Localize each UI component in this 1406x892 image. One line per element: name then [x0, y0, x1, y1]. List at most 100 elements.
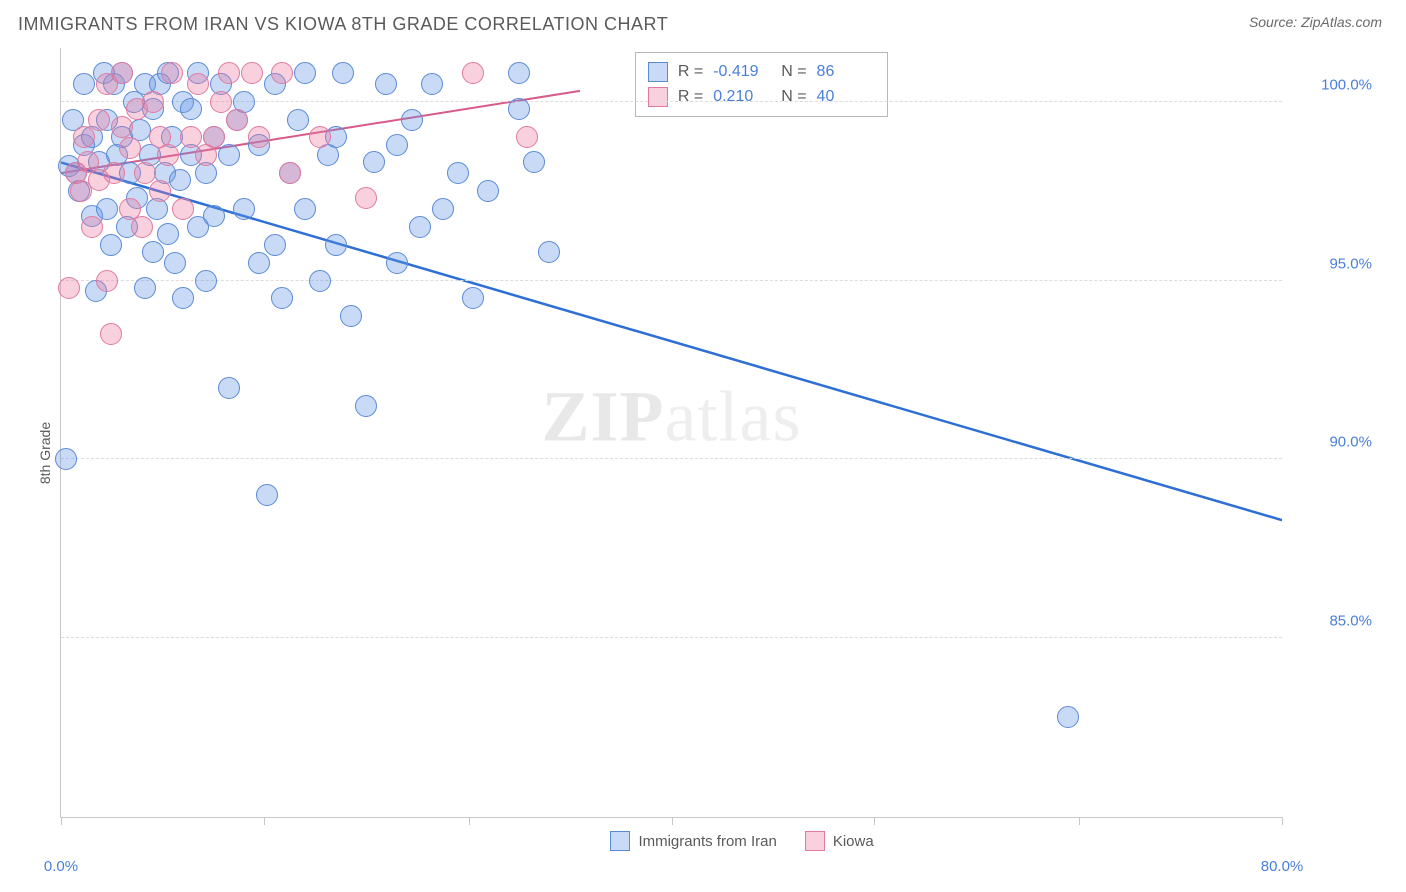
scatter-point — [100, 323, 122, 345]
scatter-point — [226, 109, 248, 131]
scatter-point — [169, 169, 191, 191]
scatter-point — [164, 252, 186, 274]
watermark-rest: atlas — [665, 377, 802, 457]
scatter-point — [462, 287, 484, 309]
scatter-point — [131, 216, 153, 238]
stat-label-r: R = — [678, 84, 703, 110]
scatter-point — [111, 116, 133, 138]
legend-label: Immigrants from Iran — [638, 833, 776, 850]
scatter-point — [248, 126, 270, 148]
scatter-point — [287, 109, 309, 131]
y-tick-label: 95.0% — [1292, 255, 1372, 272]
scatter-point — [363, 151, 385, 173]
scatter-point — [157, 223, 179, 245]
scatter-point — [241, 62, 263, 84]
x-tick — [1079, 817, 1080, 825]
stat-label-n: N = — [781, 59, 806, 85]
scatter-point — [103, 162, 125, 184]
scatter-point — [172, 198, 194, 220]
plot-area: ZIPatlas R =-0.419N =86R =0.210N =40 Imm… — [60, 48, 1282, 818]
scatter-point — [332, 62, 354, 84]
scatter-point — [58, 277, 80, 299]
scatter-point — [73, 126, 95, 148]
watermark: ZIPatlas — [542, 376, 802, 459]
scatter-point — [432, 198, 454, 220]
chart-title: IMMIGRANTS FROM IRAN VS KIOWA 8TH GRADE … — [18, 14, 668, 35]
scatter-point — [477, 180, 499, 202]
scatter-point — [271, 62, 293, 84]
bottom-legend: Immigrants from Iran Kiowa — [610, 831, 873, 851]
stat-value-r: 0.210 — [713, 84, 771, 110]
scatter-point — [309, 270, 331, 292]
legend-stats-row: R = -0.419 N = 86 — [648, 59, 875, 85]
scatter-point — [218, 62, 240, 84]
scatter-point — [100, 234, 122, 256]
scatter-point — [111, 62, 133, 84]
scatter-point — [187, 73, 209, 95]
scatter-point — [218, 144, 240, 166]
stat-label-n: N = — [781, 84, 806, 110]
scatter-point — [233, 198, 255, 220]
x-tick — [1282, 817, 1283, 825]
scatter-point — [386, 134, 408, 156]
gridline — [61, 280, 1282, 281]
scatter-point — [447, 162, 469, 184]
gridline — [61, 458, 1282, 459]
scatter-point — [157, 144, 179, 166]
legend-stats-box: R =-0.419N =86R =0.210N =40 — [635, 52, 888, 117]
scatter-point — [96, 270, 118, 292]
scatter-point — [73, 73, 95, 95]
watermark-bold: ZIP — [542, 377, 665, 457]
scatter-point — [180, 126, 202, 148]
scatter-point — [96, 198, 118, 220]
x-tick — [469, 817, 470, 825]
scatter-point — [271, 287, 293, 309]
scatter-point — [142, 241, 164, 263]
scatter-point — [248, 252, 270, 274]
scatter-point — [195, 270, 217, 292]
scatter-point — [88, 109, 110, 131]
y-tick-label: 85.0% — [1292, 613, 1372, 630]
x-tick-label: 80.0% — [1261, 858, 1304, 875]
scatter-point — [134, 277, 156, 299]
scatter-point — [279, 162, 301, 184]
scatter-point — [256, 484, 278, 506]
scatter-point — [355, 187, 377, 209]
x-tick — [672, 817, 673, 825]
scatter-point — [401, 109, 423, 131]
y-axis-label: 8th Grade — [37, 422, 53, 484]
stat-label-r: R = — [678, 59, 703, 85]
scatter-point — [172, 287, 194, 309]
scatter-point — [538, 241, 560, 263]
scatter-point — [375, 73, 397, 95]
bottom-legend-item: Immigrants from Iran — [610, 831, 776, 851]
chart-header: IMMIGRANTS FROM IRAN VS KIOWA 8TH GRADE … — [0, 0, 1406, 43]
bottom-legend-item: Kiowa — [805, 831, 874, 851]
stat-value-r: -0.419 — [713, 59, 771, 85]
legend-swatch — [610, 831, 630, 851]
y-tick-label: 90.0% — [1292, 434, 1372, 451]
x-tick — [264, 817, 265, 825]
scatter-point — [142, 91, 164, 113]
scatter-point — [149, 180, 171, 202]
scatter-point — [294, 198, 316, 220]
x-tick — [874, 817, 875, 825]
stat-value-n: 86 — [817, 59, 875, 85]
scatter-point — [462, 62, 484, 84]
scatter-point — [161, 62, 183, 84]
legend-swatch — [648, 87, 668, 107]
gridline — [61, 637, 1282, 638]
scatter-point — [355, 395, 377, 417]
scatter-point — [309, 126, 331, 148]
scatter-point — [210, 91, 232, 113]
scatter-point — [264, 234, 286, 256]
trend-lines — [61, 48, 1282, 817]
scatter-point — [55, 448, 77, 470]
scatter-point — [409, 216, 431, 238]
scatter-point — [294, 62, 316, 84]
scatter-point — [180, 98, 202, 120]
scatter-point — [134, 162, 156, 184]
scatter-point — [218, 377, 240, 399]
scatter-point — [325, 234, 347, 256]
scatter-point — [508, 62, 530, 84]
